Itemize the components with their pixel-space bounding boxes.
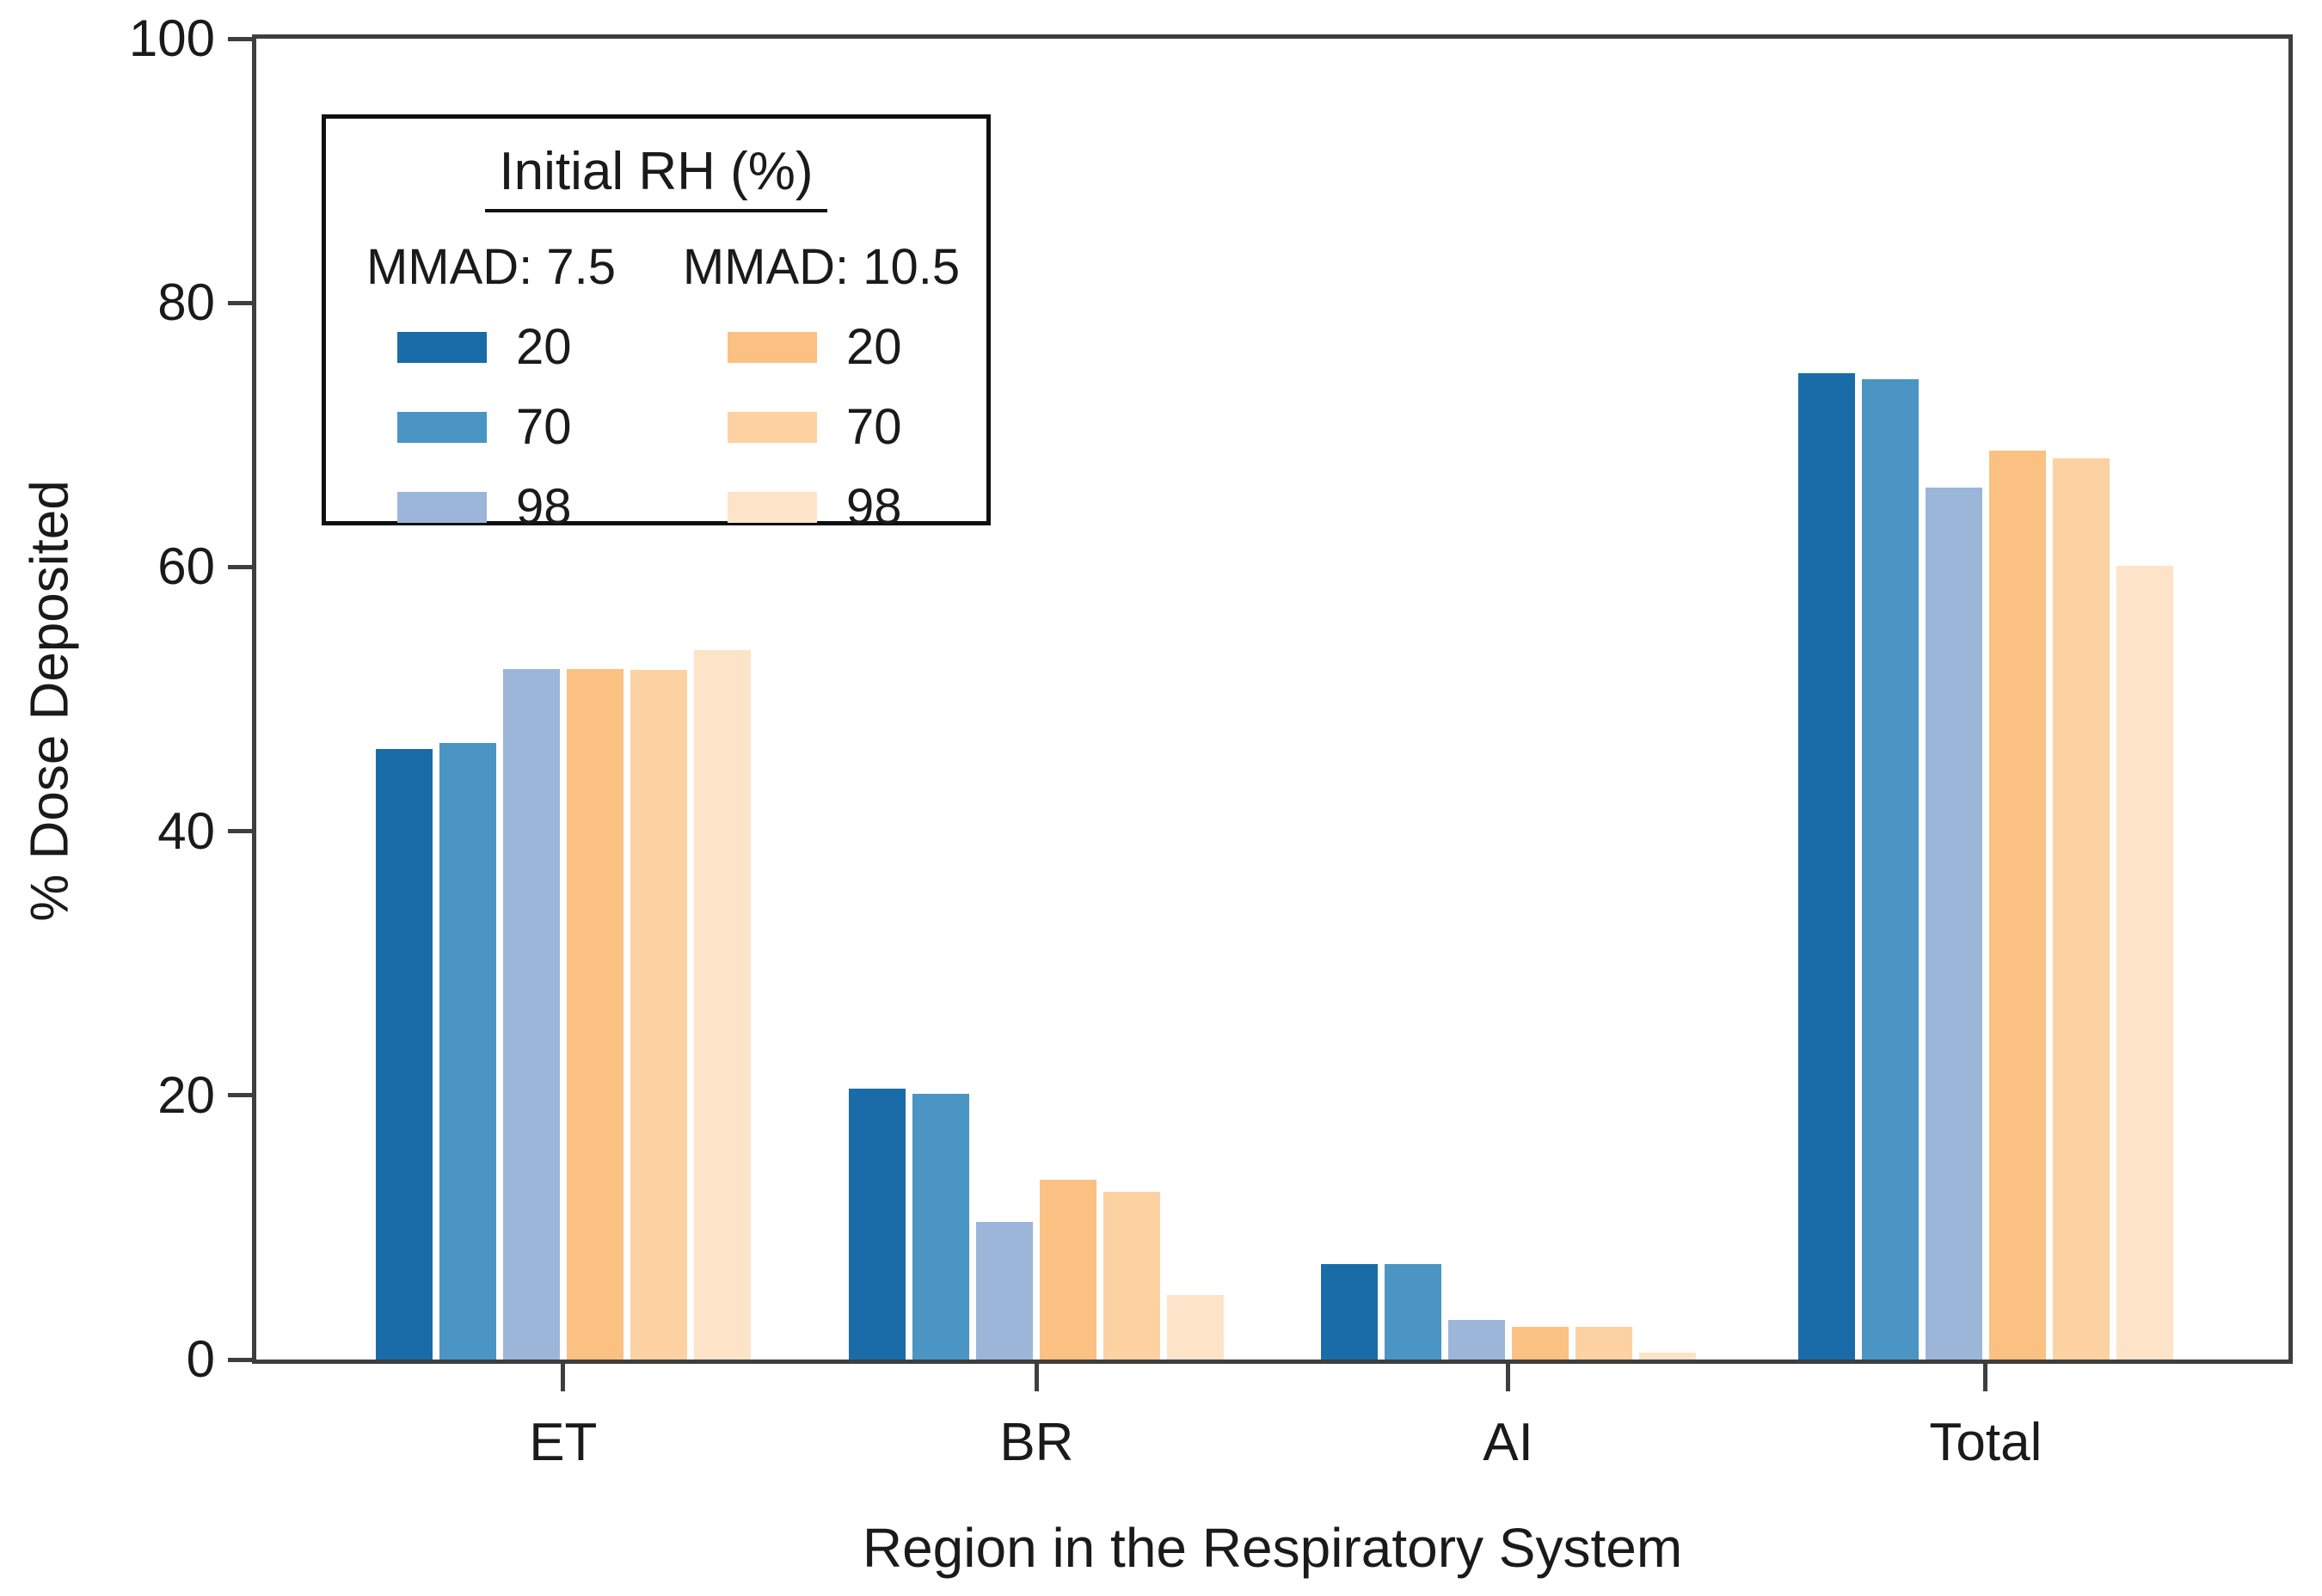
bar-ai-series-5 bbox=[1638, 1353, 1696, 1360]
bar-ai-series-0 bbox=[1320, 1264, 1378, 1360]
bar-total-series-2 bbox=[1925, 488, 1982, 1360]
legend-entry-1-0: 20 bbox=[728, 318, 915, 376]
y-tick-20 bbox=[228, 1093, 252, 1098]
legend-swatch-0-1 bbox=[397, 411, 487, 443]
bar-br-series-5 bbox=[1167, 1294, 1225, 1360]
legend-title: Initial RH (%) bbox=[485, 141, 827, 212]
y-tick-0 bbox=[228, 1357, 252, 1362]
legend-title-row: Initial RH (%) bbox=[326, 141, 986, 212]
bar-br-series-4 bbox=[1103, 1191, 1161, 1360]
x-tick-ai bbox=[1506, 1364, 1511, 1391]
x-axis-title: Region in the Respiratory System bbox=[862, 1517, 1683, 1579]
x-tick-label-total: Total bbox=[1929, 1413, 2042, 1472]
legend-header-mmad-7-5: MMAD: 7.5 bbox=[366, 239, 617, 295]
legend-entry-0-2: 98 bbox=[397, 478, 585, 536]
x-tick-total bbox=[1983, 1364, 1988, 1391]
bar-total-series-3 bbox=[1988, 451, 2046, 1360]
x-tick-label-br: BR bbox=[999, 1413, 1074, 1472]
bar-ai-series-1 bbox=[1384, 1264, 1441, 1360]
bar-br-series-0 bbox=[849, 1089, 906, 1360]
bar-et-series-3 bbox=[566, 668, 624, 1360]
legend-entry-label-0-2: 98 bbox=[516, 479, 572, 535]
x-tick-br bbox=[1034, 1364, 1039, 1391]
bar-total-series-0 bbox=[1797, 372, 1855, 1360]
bar-total-series-4 bbox=[2052, 458, 2110, 1360]
legend-swatch-1-2 bbox=[728, 491, 817, 523]
y-tick-label-60: 60 bbox=[157, 537, 215, 596]
legend-header-mmad-10-5: MMAD: 10.5 bbox=[682, 239, 961, 295]
bar-et-series-1 bbox=[439, 742, 496, 1360]
legend-entry-1-1: 70 bbox=[728, 398, 915, 456]
legend-column-mmad-7-5: MMAD: 7.5 20 70 98 bbox=[326, 238, 656, 536]
legend-entry-0-0: 20 bbox=[397, 318, 585, 376]
bar-br-series-2 bbox=[976, 1222, 1034, 1360]
y-tick-100 bbox=[228, 36, 252, 41]
legend-entry-label-0-0: 20 bbox=[516, 319, 572, 375]
bar-et-series-0 bbox=[375, 749, 433, 1360]
legend-entry-label-1-0: 20 bbox=[846, 319, 902, 375]
y-tick-80 bbox=[228, 300, 252, 305]
bar-ai-series-3 bbox=[1511, 1326, 1569, 1360]
legend-box: Initial RH (%) MMAD: 7.5 20 70 98 MMAD: 10… bbox=[322, 114, 991, 535]
plot-area: Initial RH (%) MMAD: 7.5 20 70 98 MMAD: 10… bbox=[129, 12, 2293, 1472]
bar-et-series-5 bbox=[693, 650, 751, 1360]
legend-entry-0-1: 70 bbox=[397, 398, 585, 456]
legend-columns: MMAD: 7.5 20 70 98 MMAD: 10.5 20 70 98 bbox=[326, 238, 986, 536]
legend-column-mmad-10-5: MMAD: 10.5 20 70 98 bbox=[656, 238, 986, 536]
y-tick-60 bbox=[228, 564, 252, 569]
bar-et-series-4 bbox=[630, 670, 687, 1360]
bar-br-series-3 bbox=[1040, 1180, 1097, 1360]
y-tick-label-20: 20 bbox=[157, 1065, 215, 1124]
bar-ai-series-2 bbox=[1447, 1319, 1505, 1360]
legend-swatch-0-0 bbox=[397, 331, 487, 363]
y-tick-40 bbox=[228, 829, 252, 834]
bar-total-series-5 bbox=[2116, 565, 2173, 1360]
bar-br-series-1 bbox=[912, 1094, 970, 1360]
x-tick-label-et: ET bbox=[529, 1413, 598, 1472]
bar-et-series-2 bbox=[502, 668, 560, 1360]
y-tick-label-0: 0 bbox=[186, 1330, 215, 1388]
x-tick-et bbox=[561, 1364, 566, 1391]
x-tick-label-ai: AI bbox=[1483, 1413, 1533, 1472]
y-tick-label-80: 80 bbox=[157, 273, 215, 332]
bar-ai-series-4 bbox=[1575, 1326, 1632, 1360]
legend-entry-label-1-2: 98 bbox=[846, 479, 902, 535]
legend-swatch-0-2 bbox=[397, 491, 487, 523]
legend-entry-label-1-1: 70 bbox=[846, 399, 902, 455]
y-tick-label-100: 100 bbox=[128, 9, 215, 67]
bar-total-series-1 bbox=[1861, 379, 1919, 1360]
legend-entry-label-0-1: 70 bbox=[516, 399, 572, 455]
y-tick-label-40: 40 bbox=[157, 801, 215, 860]
legend-swatch-1-1 bbox=[728, 411, 817, 443]
legend-swatch-1-0 bbox=[728, 331, 817, 363]
legend-entry-1-2: 98 bbox=[728, 478, 915, 536]
